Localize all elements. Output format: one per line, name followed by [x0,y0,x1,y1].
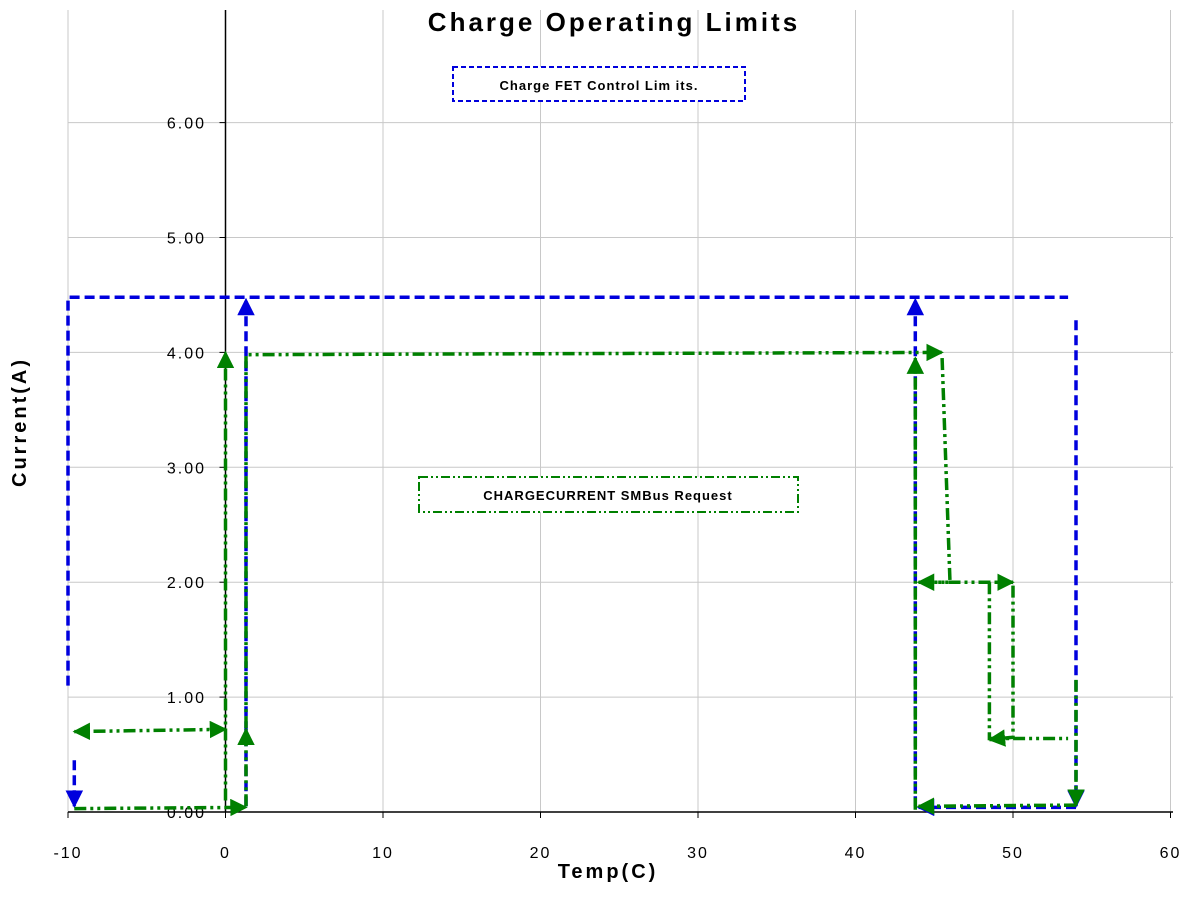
series-segment [987,585,1015,747]
series-chargecurrent-smbus-request [72,343,1085,817]
legend-smbus-request-label: CHARGECURRENT SMBus Request [483,488,732,503]
y-axis-label: Current(A) [9,357,31,487]
x-tick-label: 50 [1002,845,1024,862]
y-tick-label: 1.00 [167,690,206,707]
series-segment [72,720,228,741]
x-tick-label: 60 [1160,845,1182,862]
y-tick-label: 5.00 [167,231,206,248]
series-segment [244,343,944,729]
y-tick-label: 4.00 [167,345,206,362]
series-segment [987,582,1069,741]
x-tick-label: 10 [372,845,394,862]
series-segment [916,797,1077,815]
series-segment [916,358,952,591]
x-axis-label: Temp(C) [558,861,659,883]
series [65,295,1085,817]
legend-charge-fet-label: Charge FET Control Lim its. [500,78,699,93]
x-tick-label: 30 [687,845,709,862]
y-tick-label: 2.00 [167,575,206,592]
x-tick-label: 0 [220,845,231,862]
y-tick-label: 6.00 [167,116,206,133]
legend-smbus-request-box: CHARGECURRENT SMBus Request [418,476,799,513]
grid [67,10,1173,813]
series-segment [74,798,248,817]
legend-charge-fet-box: Charge FET Control Lim its. [452,66,746,102]
x-tick-label: 40 [845,845,867,862]
y-tick-label: 3.00 [167,460,206,477]
x-tick-label: 20 [530,845,552,862]
series-segment [66,295,1069,686]
chart-title: Charge Operating Limits [428,7,800,37]
x-tick-label: -10 [53,845,82,862]
